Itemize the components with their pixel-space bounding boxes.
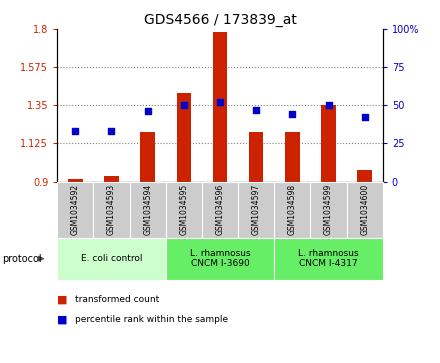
Bar xyxy=(140,132,155,182)
Text: GSM1034592: GSM1034592 xyxy=(71,184,80,235)
Bar xyxy=(321,105,336,182)
Text: transformed count: transformed count xyxy=(75,295,159,304)
Text: GSM1034599: GSM1034599 xyxy=(324,184,333,235)
Text: percentile rank within the sample: percentile rank within the sample xyxy=(75,315,228,324)
Bar xyxy=(249,132,264,182)
Text: L. rhamnosus
CNCM I-4317: L. rhamnosus CNCM I-4317 xyxy=(298,249,359,268)
Title: GDS4566 / 173839_at: GDS4566 / 173839_at xyxy=(143,13,297,26)
Text: E. coli control: E. coli control xyxy=(81,254,142,263)
Bar xyxy=(68,179,83,182)
Bar xyxy=(285,132,300,182)
Bar xyxy=(104,176,119,182)
Text: GSM1034595: GSM1034595 xyxy=(180,184,188,235)
Point xyxy=(216,99,224,105)
Point xyxy=(361,115,368,121)
Text: protocol: protocol xyxy=(2,254,42,264)
Point xyxy=(72,128,79,134)
Text: GSM1034594: GSM1034594 xyxy=(143,184,152,235)
Point xyxy=(325,102,332,108)
Point xyxy=(253,107,260,113)
Text: GSM1034598: GSM1034598 xyxy=(288,184,297,235)
Point xyxy=(289,111,296,117)
Text: ■: ■ xyxy=(57,314,68,325)
Text: L. rhamnosus
CNCM I-3690: L. rhamnosus CNCM I-3690 xyxy=(190,249,250,268)
Text: GSM1034596: GSM1034596 xyxy=(216,184,224,235)
Point xyxy=(180,102,187,108)
Bar xyxy=(357,170,372,182)
Bar xyxy=(213,32,227,182)
Text: GSM1034600: GSM1034600 xyxy=(360,184,369,235)
Text: GSM1034593: GSM1034593 xyxy=(107,184,116,235)
Text: ■: ■ xyxy=(57,294,68,305)
Bar xyxy=(176,93,191,182)
Point xyxy=(108,128,115,134)
Text: GSM1034597: GSM1034597 xyxy=(252,184,260,235)
Point xyxy=(144,109,151,114)
